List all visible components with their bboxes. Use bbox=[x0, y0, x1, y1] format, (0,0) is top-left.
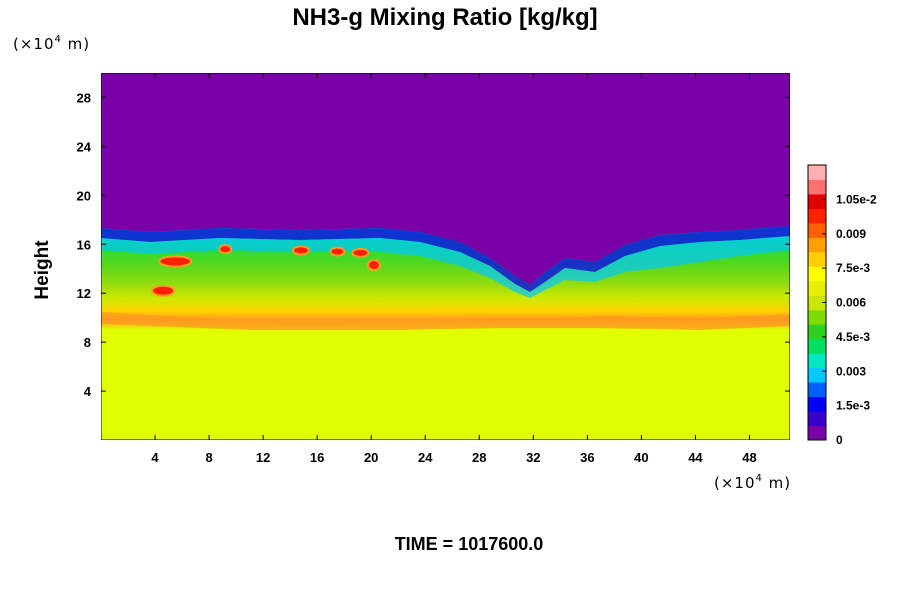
colorbar-tick-label: 0.003 bbox=[836, 364, 866, 378]
colorbar bbox=[807, 164, 827, 441]
colorbar-swatch bbox=[808, 382, 826, 398]
colorbar-tick-label: 7.5e-3 bbox=[836, 261, 870, 275]
x-tick-label: 20 bbox=[364, 450, 378, 465]
colorbar-swatch bbox=[808, 295, 826, 311]
colorbar-tick-label: 1.5e-3 bbox=[836, 399, 870, 413]
maximum-spot bbox=[151, 284, 176, 297]
svg-text:(×104 m): (×104 m) bbox=[714, 473, 791, 492]
chart-title: NH3-g Mixing Ratio [kg/kg] bbox=[292, 4, 597, 31]
maximum-spot bbox=[158, 255, 193, 268]
colorbar-tick-label: 0.006 bbox=[836, 296, 866, 310]
y-tick-label: 16 bbox=[77, 237, 91, 252]
x-tick-label: 36 bbox=[580, 450, 594, 465]
x-axis-ticks: 4 8 12 16 20 24 28 32 36 40 44 48 bbox=[151, 73, 757, 465]
colorbar-tick-label: 0 bbox=[836, 433, 843, 447]
maximum-spot bbox=[351, 247, 370, 258]
x-axis-unit: (×104 m) bbox=[714, 473, 791, 492]
colorbar-swatch bbox=[808, 367, 826, 383]
colorbar-swatch bbox=[808, 309, 826, 325]
x-tick-label: 44 bbox=[688, 450, 703, 465]
y-unit-suffix: m) bbox=[62, 35, 90, 53]
field-orange-band bbox=[101, 312, 790, 332]
x-tick-label: 28 bbox=[472, 450, 486, 465]
y-tick-label: 8 bbox=[84, 335, 91, 350]
time-label: TIME = 1017600.0 bbox=[395, 534, 544, 554]
x-unit-prefix: (×10 bbox=[714, 474, 756, 492]
colorbar-swatch bbox=[808, 411, 826, 427]
colorbar-swatch bbox=[808, 193, 826, 209]
colorbar-swatch bbox=[808, 425, 826, 441]
maximum-spot bbox=[366, 259, 381, 272]
x-tick-label: 8 bbox=[205, 450, 212, 465]
colorbar-swatch bbox=[808, 208, 826, 224]
y-tick-label: 4 bbox=[84, 384, 92, 399]
x-tick-label: 16 bbox=[310, 450, 324, 465]
colorbar-swatch bbox=[808, 237, 826, 253]
x-tick-label: 48 bbox=[742, 450, 756, 465]
colorbar-swatch bbox=[808, 280, 826, 296]
svg-text:(×104 m): (×104 m) bbox=[13, 34, 90, 53]
colorbar-swatch bbox=[808, 396, 826, 412]
field-dark-blue-edge bbox=[101, 226, 790, 292]
y-tick-label: 24 bbox=[77, 139, 92, 154]
x-tick-label: 32 bbox=[526, 450, 540, 465]
y-tick-label: 20 bbox=[77, 188, 91, 203]
x-tick-label: 24 bbox=[418, 450, 433, 465]
x-tick-label: 4 bbox=[151, 450, 159, 465]
colorbar-swatch bbox=[808, 324, 826, 340]
colorbar-swatch bbox=[808, 251, 826, 267]
colorbar-tick-label: 4.5e-3 bbox=[836, 330, 870, 344]
y-tick-label: 28 bbox=[77, 90, 91, 105]
colorbar-ticks: 0 1.5e-3 0.003 4.5e-3 0.006 7.5e-3 0.009 1.05e-… bbox=[822, 192, 877, 447]
colorbar-tick-label: 0.009 bbox=[836, 227, 866, 241]
y-axis-unit: (×104 m) bbox=[13, 34, 90, 53]
field-cyan-band bbox=[101, 236, 790, 298]
colorbar-swatch bbox=[808, 338, 826, 354]
maxima-group bbox=[151, 244, 381, 297]
maximum-spot bbox=[291, 245, 310, 256]
y-axis-ticks: 4 8 12 16 20 24 28 bbox=[77, 90, 790, 399]
x-tick-label: 40 bbox=[634, 450, 648, 465]
plot-area bbox=[101, 73, 790, 440]
y-unit-exp: 4 bbox=[55, 34, 62, 45]
maximum-spot bbox=[329, 246, 346, 257]
colorbar-swatch bbox=[808, 222, 826, 238]
x-tick-label: 12 bbox=[256, 450, 270, 465]
x-unit-suffix: m) bbox=[763, 474, 791, 492]
colorbar-swatch bbox=[808, 179, 826, 195]
y-tick-label: 12 bbox=[77, 286, 91, 301]
y-axis-label: Height bbox=[32, 240, 53, 300]
colorbar-tick-label: 1.05e-2 bbox=[836, 192, 877, 206]
colorbar-swatch bbox=[808, 165, 826, 180]
maximum-spot bbox=[218, 244, 233, 255]
colorbar-swatch bbox=[808, 266, 826, 282]
colorbar-swatch bbox=[808, 353, 826, 369]
field-lower-layer bbox=[101, 330, 790, 440]
x-unit-exp: 4 bbox=[756, 473, 763, 484]
y-unit-prefix: (×10 bbox=[13, 35, 55, 53]
